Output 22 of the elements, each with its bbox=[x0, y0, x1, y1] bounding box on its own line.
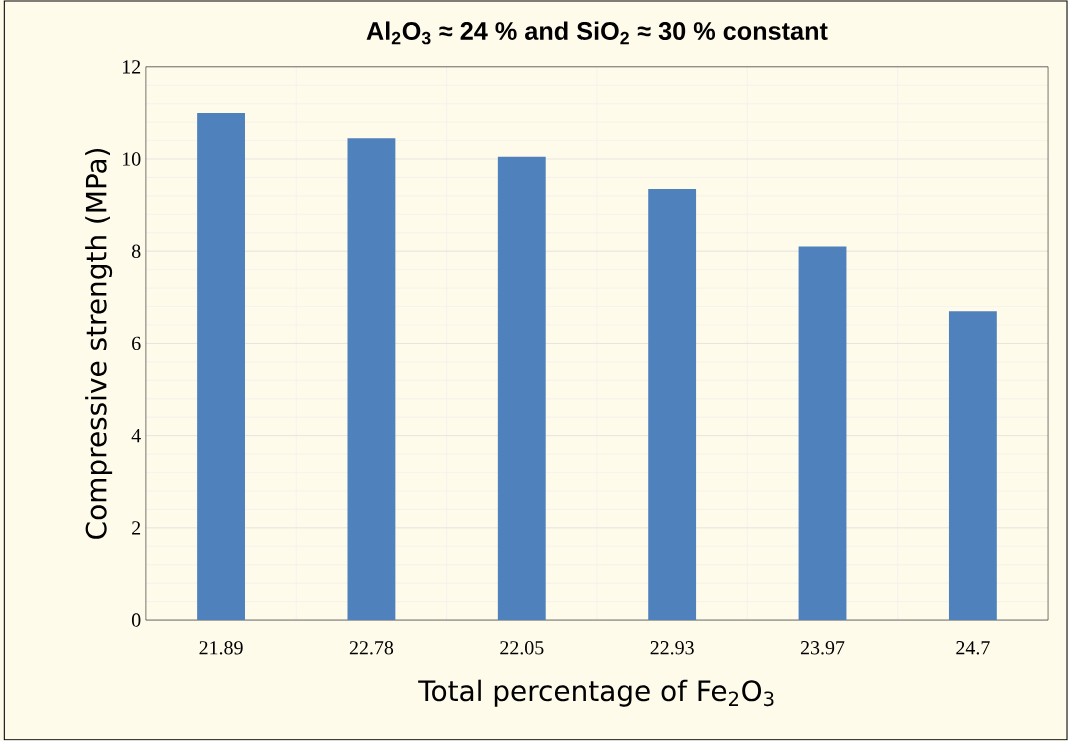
y-axis-title: Compressive strength (MPa) bbox=[85, 149, 113, 539]
x-tick-label: 22.05 bbox=[500, 641, 544, 655]
x-tick-label: 21.89 bbox=[199, 641, 243, 655]
x-tick-label: 22.93 bbox=[650, 641, 694, 655]
x-tick-label: 23.97 bbox=[800, 641, 845, 655]
bar bbox=[497, 156, 546, 621]
bar bbox=[648, 189, 697, 621]
y-tick-label: 2 bbox=[132, 521, 141, 535]
x-tick-label: 22.78 bbox=[349, 641, 394, 655]
y-tick-label: 12 bbox=[123, 60, 141, 74]
bar bbox=[948, 311, 997, 621]
bar bbox=[798, 246, 847, 621]
y-tick-label: 10 bbox=[123, 152, 141, 166]
y-tick-label: 0 bbox=[131, 613, 141, 627]
x-axis-title: Total percentage of Fe$_{2}$O$_{3}$ bbox=[418, 679, 774, 707]
y-tick-label: 6 bbox=[132, 336, 141, 351]
y-tick-label: 4 bbox=[131, 429, 141, 443]
bar bbox=[197, 113, 245, 621]
chart-title: Al$_{2}$O$_{3}$ ≈ 24 % and SiO$_{2}$ ≈ 30 % constant bbox=[366, 21, 828, 45]
x-tick-label: 24.7 bbox=[956, 641, 990, 655]
y-tick-label: 8 bbox=[131, 244, 141, 259]
bar bbox=[347, 138, 396, 621]
